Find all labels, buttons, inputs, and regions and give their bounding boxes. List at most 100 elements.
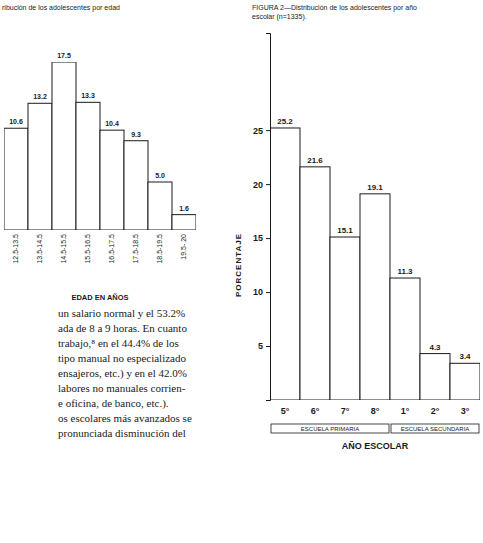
tick: 1° <box>401 406 410 416</box>
bar <box>28 103 52 230</box>
tick-mark <box>266 238 270 239</box>
tick: 5 <box>258 341 270 351</box>
text-line: ada de 8 a 9 horas. En cuanto <box>58 322 187 334</box>
tick-label: 15 <box>253 233 263 243</box>
data-label: 13.3 <box>81 92 95 99</box>
x-axis: 12.5-13.5 13.5-14.5 14.5-15.5 15.5-16.5 16.5… <box>12 234 187 264</box>
tick: 15.5-16.5 <box>84 234 91 264</box>
tick: 16.5-17.5 <box>108 234 115 264</box>
bar <box>390 278 420 400</box>
data-label: 9.3 <box>131 131 141 138</box>
tick: 8° <box>371 406 380 416</box>
tick: 25 <box>253 126 270 136</box>
group-label: ESCUELA SECUNDARIA <box>401 426 470 432</box>
tick-label: 19.5- 20 <box>180 234 187 260</box>
tick-mark <box>266 292 270 293</box>
tick: 19.5- 20 <box>180 234 187 260</box>
group-box <box>271 424 389 433</box>
data-label: 19.1 <box>367 183 383 192</box>
chart-title: FIGURA 2—Distribución de los adolescente… <box>252 4 417 21</box>
tick-label: 7° <box>341 406 350 416</box>
tick-mark <box>266 184 270 185</box>
tick-label: 20 <box>253 179 263 189</box>
tick-mark <box>266 346 270 347</box>
axis-line <box>266 34 271 401</box>
tick-label: 6° <box>311 406 320 416</box>
tick-label: 18.5-19.5 <box>156 234 163 264</box>
bar <box>300 167 330 400</box>
bar <box>420 354 450 400</box>
tick: 7° <box>341 406 350 416</box>
data-label: 5.0 <box>155 172 165 179</box>
tick: 15 <box>253 233 270 243</box>
body-text: un salario normal y el 53.2% ada de 8 a 9… <box>58 307 192 439</box>
tick: 17.5-18.5 <box>132 234 139 264</box>
y-axis-title: PORCENTAJE <box>234 233 243 297</box>
tick-label: 5° <box>281 406 290 416</box>
bar <box>148 182 172 230</box>
text-line: trabajo,⁸ en el 44.4% de los <box>58 337 179 349</box>
chart-school-year: FIGURA 2—Distribución de los adolescente… <box>234 4 480 451</box>
bar <box>450 363 480 400</box>
data-label: 3.4 <box>459 352 471 361</box>
text-line: pronunciada disminución del <box>58 427 186 439</box>
tick: 13.5-14.5 <box>36 234 43 264</box>
data-label: 21.6 <box>307 156 323 165</box>
text-line: ensajeros, etc.) y en el 42.0% <box>58 367 187 380</box>
tick-label: 17.5-18.5 <box>132 234 139 264</box>
group-box <box>391 424 479 433</box>
bars <box>4 62 196 230</box>
tick: 18.5-19.5 <box>156 234 163 264</box>
tick: 3° <box>461 406 470 416</box>
tick-label: 14.5-15.5 <box>60 234 67 264</box>
bar <box>124 141 148 230</box>
text-line: os escolares más avanzados se <box>58 412 192 424</box>
bar <box>4 128 28 230</box>
tick-label: 2° <box>431 406 440 416</box>
data-label: 10.4 <box>105 120 119 127</box>
bar <box>76 102 100 230</box>
tick: 10 <box>253 287 270 297</box>
x-axis-title: AÑO ESCOLAR <box>342 441 409 451</box>
bar <box>330 237 360 400</box>
tick-label: 25 <box>253 126 263 136</box>
data-label: 1.6 <box>179 205 189 212</box>
y-axis: 5 10 15 20 25 <box>253 34 271 401</box>
data-label: 10.6 <box>9 118 23 125</box>
tick-label: 13.5-14.5 <box>36 234 43 264</box>
data-label: 13.2 <box>33 93 47 100</box>
bar <box>100 130 124 230</box>
data-label: 25.2 <box>277 117 293 126</box>
chart-title: ribución de los adolescentes por edad <box>2 4 120 12</box>
bar <box>270 128 300 400</box>
bar <box>52 62 76 230</box>
tick: 2° <box>431 406 440 416</box>
data-label: 17.5 <box>57 52 71 59</box>
tick: 20 <box>253 179 270 189</box>
data-label: 15.1 <box>337 226 353 235</box>
text-line: tipo manual no especializado <box>58 352 186 364</box>
tick-label: 8° <box>371 406 380 416</box>
bars <box>270 128 480 400</box>
tick-label: 10 <box>253 287 263 297</box>
tick-mark <box>266 130 270 131</box>
tick: 12.5-13.5 <box>12 234 19 264</box>
text-line: labores no manuales corrien- <box>58 382 186 394</box>
tick-label: 12.5-13.5 <box>12 234 19 264</box>
data-label: 4.3 <box>429 343 441 352</box>
bar <box>360 194 390 400</box>
chart-age: ribución de los adolescentes por edad 10.… <box>2 4 196 302</box>
text-line: e oficina, de banco, etc.). <box>58 397 169 410</box>
bar <box>172 215 196 230</box>
group-label: ESCUELA PRIMARIA <box>301 426 359 432</box>
tick-label: 15.5-16.5 <box>84 234 91 264</box>
tick: 6° <box>311 406 320 416</box>
tick: 14.5-15.5 <box>60 234 67 264</box>
x-axis: 5° 6° 7° 8° 1° 2° 3° <box>281 406 470 416</box>
x-axis-title: EDAD EN AÑOS <box>71 293 128 302</box>
tick-label: 5 <box>258 341 263 351</box>
tick-label: 1° <box>401 406 410 416</box>
text-line: un salario normal y el 53.2% <box>58 307 185 319</box>
tick: 5° <box>281 406 290 416</box>
background <box>0 0 483 543</box>
